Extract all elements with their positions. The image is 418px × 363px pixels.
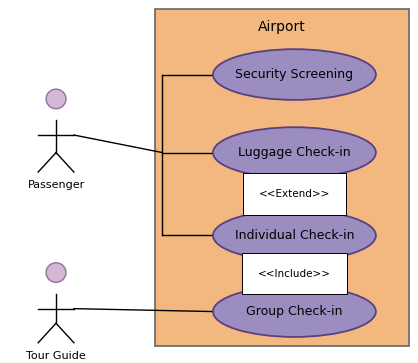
Circle shape — [46, 89, 66, 109]
Text: <<Include>>: <<Include>> — [258, 269, 331, 278]
FancyBboxPatch shape — [155, 9, 409, 346]
Text: <<Extend>>: <<Extend>> — [259, 189, 330, 199]
Circle shape — [46, 263, 66, 282]
Text: Group Check-in: Group Check-in — [246, 305, 343, 318]
Text: Security Screening: Security Screening — [235, 68, 354, 81]
Text: Tour Guide: Tour Guide — [26, 351, 86, 360]
Text: Airport: Airport — [258, 20, 306, 34]
Ellipse shape — [213, 210, 376, 261]
Ellipse shape — [213, 49, 376, 100]
Ellipse shape — [213, 127, 376, 178]
Text: Individual Check-in: Individual Check-in — [234, 229, 354, 242]
Ellipse shape — [213, 286, 376, 337]
Text: Luggage Check-in: Luggage Check-in — [238, 146, 351, 159]
Text: Passenger: Passenger — [28, 180, 85, 190]
